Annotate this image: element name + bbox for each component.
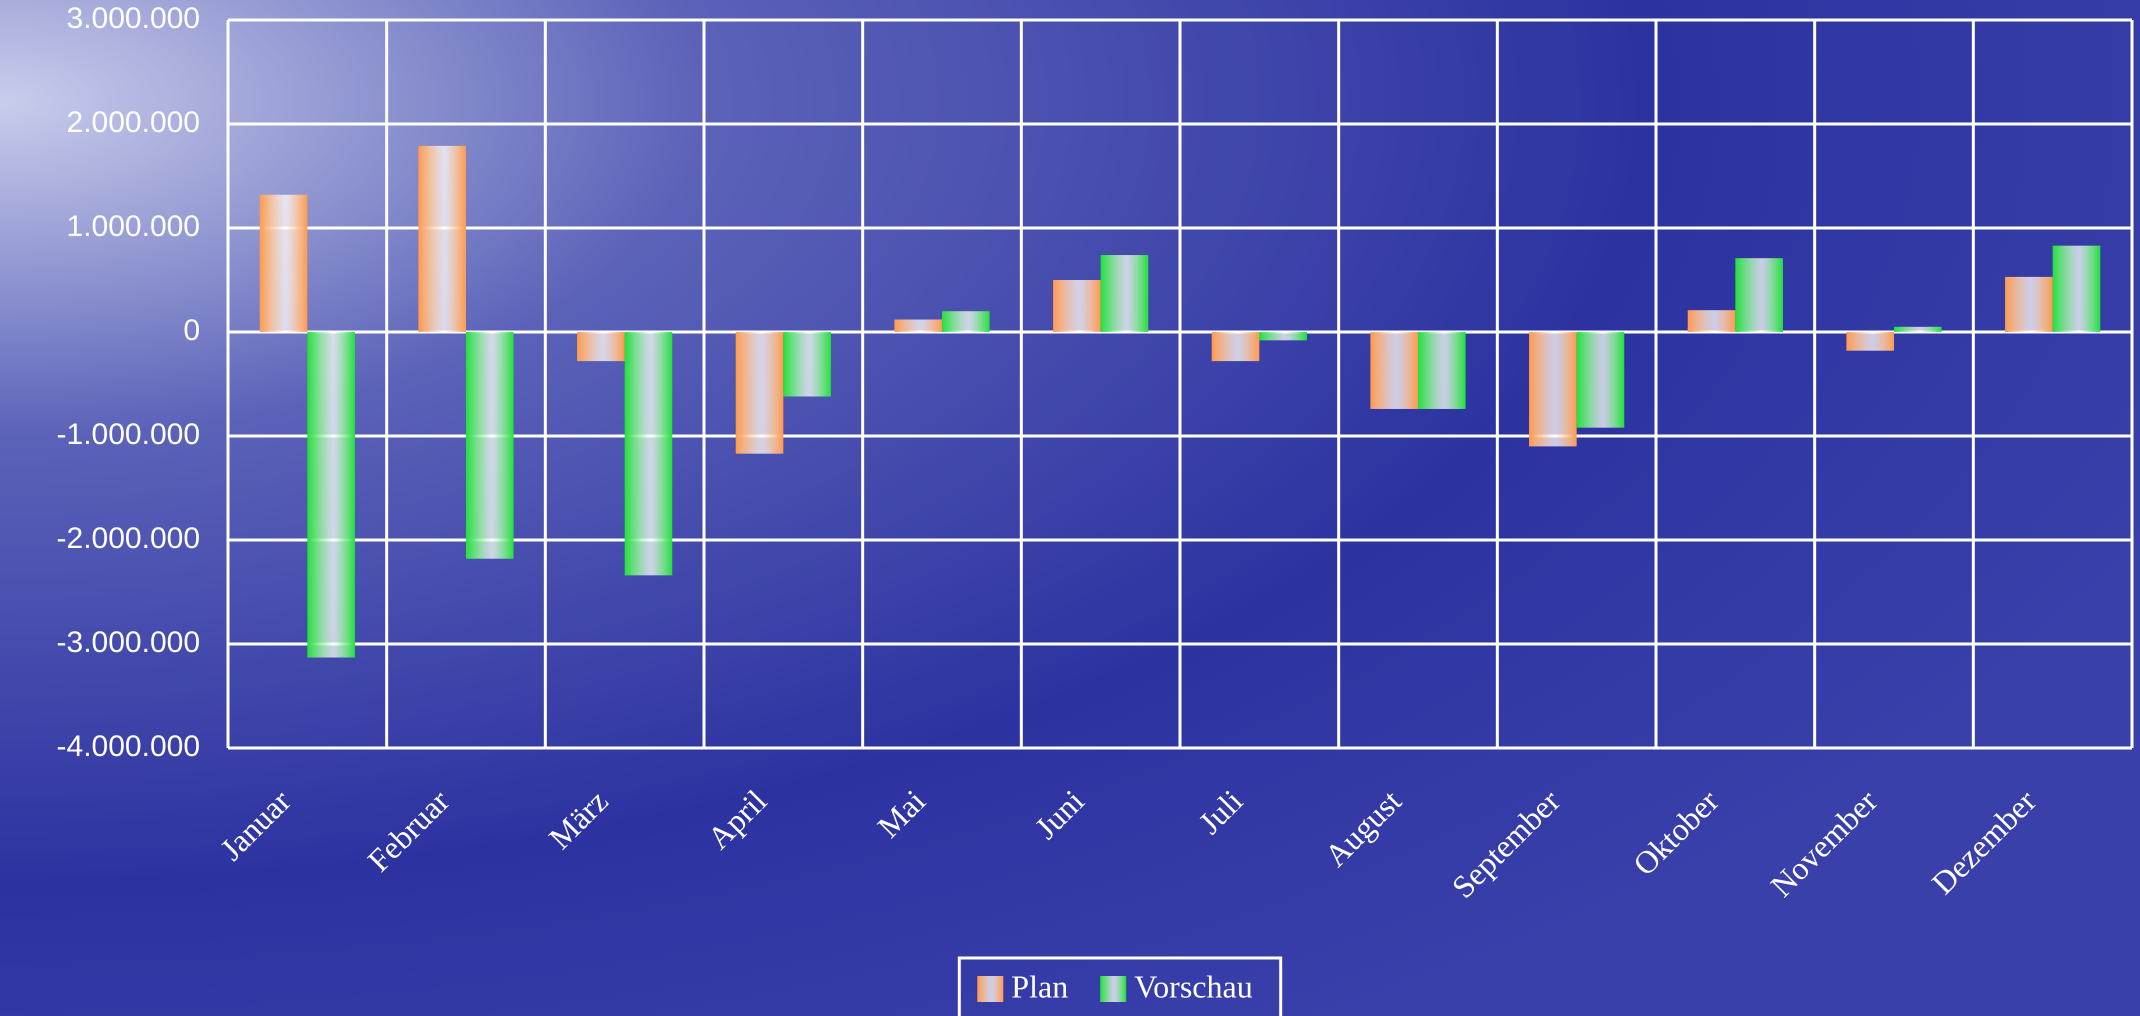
bar	[1846, 332, 1894, 351]
y-tick-label: 1.000.000	[67, 210, 200, 243]
bar	[2053, 246, 2101, 332]
bar	[1894, 327, 1942, 332]
bar	[1688, 310, 1736, 332]
bar	[577, 332, 625, 361]
bar	[1053, 280, 1101, 332]
bar	[783, 332, 831, 396]
bar	[1259, 332, 1307, 340]
y-tick-label: -1.000.000	[57, 418, 200, 451]
legend-label: Plan	[1011, 968, 1068, 1004]
y-tick-label: 3.000.000	[67, 2, 200, 35]
bar	[260, 195, 308, 332]
chart: -4.000.000 -3.000.000 -2.000.000 -1.000.000…	[0, 0, 2140, 1016]
bar	[1370, 332, 1418, 409]
legend-label: Vorschau	[1134, 968, 1253, 1004]
y-tick-label: -2.000.000	[57, 522, 200, 555]
bar	[2005, 277, 2053, 332]
y-tick-label: -4.000.000	[57, 730, 200, 763]
bar	[418, 146, 466, 332]
bar	[307, 332, 355, 658]
bar	[1529, 332, 1577, 446]
bar	[1212, 332, 1260, 361]
bar	[894, 320, 942, 332]
y-tick-label: -3.000.000	[57, 626, 200, 659]
bar	[1418, 332, 1466, 409]
bar	[942, 311, 990, 332]
bar	[466, 332, 514, 559]
bar	[625, 332, 673, 575]
legend-swatch	[977, 976, 1003, 1002]
bar	[1735, 258, 1783, 332]
y-tick-label: 0	[183, 314, 200, 347]
bar	[736, 332, 784, 454]
bar	[1101, 255, 1149, 332]
legend-swatch	[1100, 976, 1126, 1002]
y-tick-label: 2.000.000	[67, 106, 200, 139]
bar	[1577, 332, 1625, 428]
